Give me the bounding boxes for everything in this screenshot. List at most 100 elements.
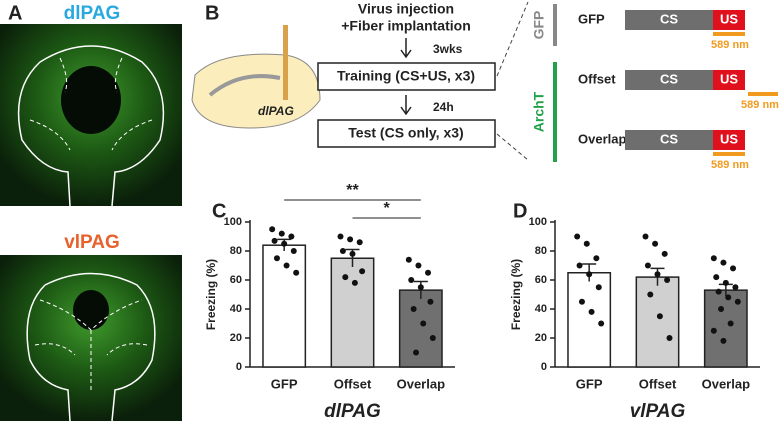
- step-text: Test (CS only, x3): [348, 125, 463, 141]
- y-tick-label: 0: [541, 361, 547, 373]
- bar: [262, 244, 307, 368]
- data-point: [595, 284, 602, 291]
- data-point: [429, 335, 436, 341]
- data-point: [722, 279, 729, 286]
- image-title: vlPAG: [64, 232, 120, 253]
- x-tick-label: Overlap: [397, 376, 445, 391]
- brain-sketch: [191, 53, 321, 129]
- protocols: GFP CS US 589 nm Offset CS US 589 nm Overlap CS US…: [578, 10, 779, 171]
- cs-label: CS: [660, 11, 678, 26]
- data-point: [642, 233, 649, 240]
- data-point: [654, 271, 661, 278]
- us-block: [713, 130, 745, 150]
- y-tick-label: 20: [535, 332, 547, 344]
- aqueduct: [61, 66, 121, 134]
- y-axis-label: Freezing (%): [509, 259, 523, 330]
- bar: [330, 257, 375, 368]
- bar: [567, 272, 612, 368]
- cs-block: [625, 130, 713, 150]
- x-tick-label: GFP: [271, 376, 298, 391]
- data-point: [413, 349, 420, 356]
- data-point: [598, 320, 605, 327]
- data-point: [339, 248, 346, 254]
- bar: [398, 289, 443, 368]
- light-label: 589 nm: [711, 159, 749, 171]
- x-tick-label: Offset: [334, 376, 372, 391]
- y-tick-label: 80: [230, 245, 242, 257]
- data-point: [734, 298, 741, 305]
- data-point: [588, 308, 595, 315]
- x-tick-label: Offset: [639, 376, 677, 391]
- step-text: +Fiber implantation: [341, 18, 471, 34]
- us-label: US: [720, 11, 738, 26]
- data-point: [574, 233, 581, 240]
- y-tick-label: 20: [230, 332, 242, 344]
- fiber: [283, 25, 288, 100]
- data-point: [578, 298, 585, 305]
- arrow: [400, 38, 412, 59]
- step-text: Training (CS+US, x3): [337, 68, 475, 84]
- data-point: [652, 240, 659, 247]
- aqueduct: [73, 290, 109, 330]
- data-point: [425, 269, 432, 276]
- data-point: [359, 268, 366, 275]
- y-tick-label: 100: [529, 216, 547, 228]
- data-point: [644, 262, 651, 269]
- data-point: [725, 294, 732, 301]
- image-title: dlPAG: [64, 3, 121, 24]
- condition-label: Offset: [578, 71, 616, 86]
- data-point: [715, 288, 722, 295]
- data-point: [656, 313, 663, 320]
- significance-label: **: [346, 182, 359, 199]
- data-point: [405, 256, 412, 263]
- data-point: [281, 240, 288, 247]
- y-tick-label: 60: [230, 274, 242, 286]
- us-label: US: [720, 131, 738, 146]
- y-tick-label: 40: [535, 303, 547, 315]
- cs-label: CS: [660, 131, 678, 146]
- condition-label: GFP: [578, 11, 605, 26]
- brain-label: dlPAG: [258, 104, 294, 118]
- step-box: [317, 119, 496, 148]
- data-point: [410, 306, 417, 312]
- data-point: [713, 274, 720, 281]
- data-point: [349, 250, 356, 257]
- group-bar: [553, 62, 557, 162]
- arrow: [400, 95, 412, 116]
- data-point: [293, 269, 300, 276]
- data-point: [718, 306, 725, 312]
- data-point: [342, 274, 349, 281]
- data-point: [730, 265, 737, 272]
- outline: [26, 272, 156, 421]
- cs-block: [625, 10, 713, 30]
- x-axis-label: dlPAG: [324, 401, 381, 421]
- data-point: [271, 237, 278, 244]
- data-point: [408, 277, 415, 283]
- data-point: [583, 240, 590, 247]
- interval: 24h: [433, 100, 454, 114]
- y-tick-label: 40: [230, 303, 242, 315]
- data-point: [356, 239, 363, 246]
- group-label: GFP: [531, 11, 547, 40]
- data-point: [347, 236, 354, 243]
- y-tick-label: 80: [535, 245, 547, 257]
- data-point: [666, 335, 673, 341]
- us-block: [713, 70, 745, 90]
- data-point: [288, 233, 295, 240]
- panel-label: D: [513, 200, 527, 222]
- data-point: [273, 255, 280, 262]
- y-axis-label: Freezing (%): [204, 259, 218, 330]
- significance-label: *: [384, 200, 391, 217]
- y-tick-label: 100: [224, 216, 242, 228]
- us-block: [713, 10, 745, 30]
- us-label: US: [720, 71, 738, 86]
- y-tick-label: 60: [535, 274, 547, 286]
- outline: [29, 57, 153, 151]
- data-point: [710, 327, 717, 334]
- light-label: 589 nm: [711, 39, 749, 51]
- data-point: [351, 279, 358, 286]
- bar: [635, 276, 680, 368]
- data-point: [420, 320, 427, 327]
- data-point: [593, 255, 600, 262]
